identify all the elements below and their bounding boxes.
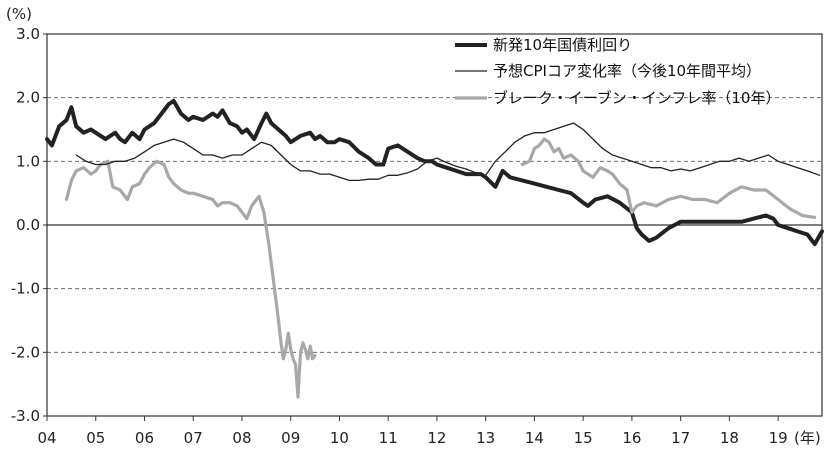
x-tick-label: 10 <box>330 429 349 447</box>
y-tick-label: -2.0 <box>11 343 40 361</box>
x-tick-label: 13 <box>476 429 495 447</box>
x-tick-label: 05 <box>86 429 105 447</box>
series-line-3-seg1 <box>64 159 317 399</box>
x-tick-label: 19 <box>769 429 788 447</box>
y-tick-label: 3.0 <box>16 25 40 43</box>
axes: 3.0 2.0 1.0 0.0 -1.0 -2.0 -3.0 04 05 06 07 08 09 10 11… <box>11 25 823 447</box>
series-line-1 <box>45 98 824 247</box>
x-tick-label: 14 <box>525 429 544 447</box>
x-tick-label: 09 <box>281 429 300 447</box>
y-tick-label: 1.0 <box>16 152 40 170</box>
x-tick-label: 04 <box>37 429 56 447</box>
x-tick-label: 11 <box>379 429 398 447</box>
series-layer <box>45 98 824 399</box>
x-tick-label: 17 <box>671 429 690 447</box>
y-tick-label: 0.0 <box>16 216 40 234</box>
x-tick-label: 16 <box>622 429 641 447</box>
x-tick-label: 08 <box>232 429 251 447</box>
legend-label-1: 新発10年国債利回り <box>493 36 632 54</box>
series-line-3-seg2 <box>520 137 817 219</box>
x-tick-label: 15 <box>574 429 593 447</box>
x-tick-label: 18 <box>720 429 739 447</box>
x-unit-label: (年) <box>794 429 821 447</box>
gridlines <box>47 97 822 353</box>
y-unit-label: (%) <box>6 5 32 23</box>
legend-label-2: 予想CPIコア変化率（今後10年間平均） <box>493 62 761 80</box>
x-tick-label: 12 <box>427 429 446 447</box>
plot-frame <box>46 33 823 417</box>
y-tick-label: 2.0 <box>16 89 40 107</box>
x-tick-label: 07 <box>184 429 203 447</box>
y-tick-label: -1.0 <box>11 280 40 298</box>
series-line-2 <box>75 122 821 182</box>
legend-label-3: ブレーク・イーブン・インフレ率（10年） <box>493 89 780 107</box>
y-tick-label: -3.0 <box>11 407 40 425</box>
x-tick-label: 06 <box>135 429 154 447</box>
